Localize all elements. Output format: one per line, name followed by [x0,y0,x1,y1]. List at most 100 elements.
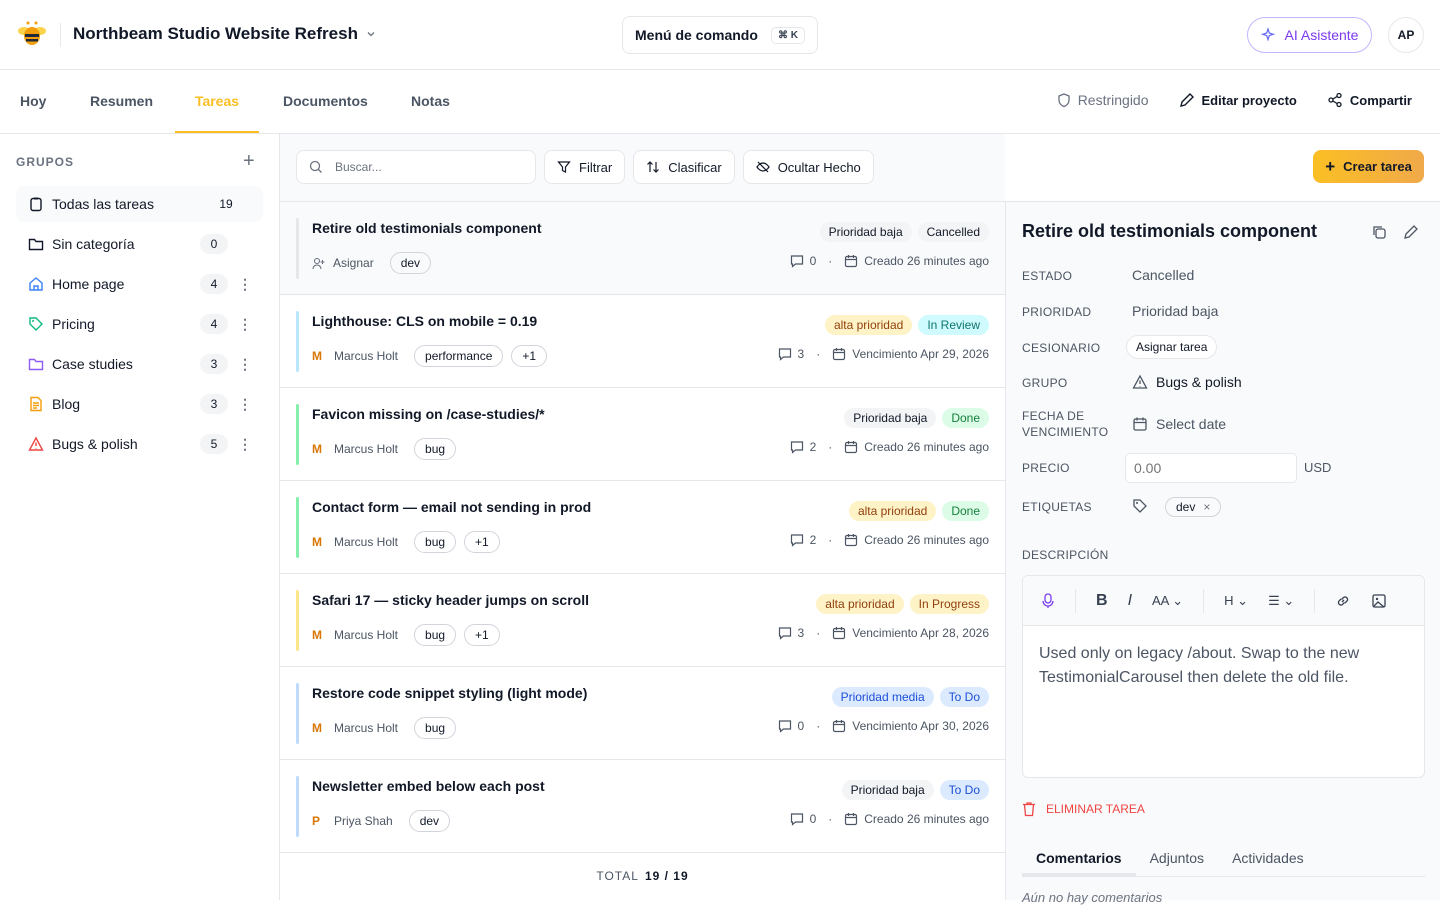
assignee-name[interactable]: Marcus Holt [334,721,399,735]
image-icon[interactable] [1371,593,1387,609]
calendar-icon [845,255,858,268]
tab-actividades[interactable]: Actividades [1232,850,1304,866]
assignee-name[interactable]: Asignar [333,256,374,270]
priority-badge: alta prioridad [824,315,913,335]
sidebar-item-pricing[interactable]: Pricing 4 ⋮ [16,306,263,342]
tab-tareas[interactable]: Tareas [175,70,259,133]
more-options-icon[interactable]: ⋮ [238,435,252,452]
priority-badge: alta prioridad [816,594,904,614]
tag-pill[interactable]: +1 [464,531,500,553]
tag-pill[interactable]: dev [408,810,451,832]
tag-pill[interactable]: bug [414,531,457,553]
delete-task-button[interactable]: ELIMINAR TAREA [1022,801,1145,817]
sidebar-item-todas-las-tareas[interactable]: Todas las tareas 19 [16,186,263,222]
tab-comentarios[interactable]: Comentarios [1022,842,1136,876]
description-editor[interactable]: B I AA ⌄ H ⌄ ☰ ⌄ Used only on legacy /ab… [1022,575,1425,778]
description-text[interactable]: Used only on legacy /about. Swap to the … [1039,645,1360,686]
task-row[interactable]: Restore code snippet styling (light mode… [280,666,1005,759]
detail-title: Retire old testimonials component [1022,221,1318,241]
share-button[interactable]: Compartir [1327,92,1412,108]
edit-project-button[interactable]: Editar proyecto [1179,92,1297,108]
create-task-label: Crear tarea [1343,159,1412,174]
tab-documentos[interactable]: Documentos [283,93,368,109]
sidebar-item-case-studies[interactable]: Case studies 3 ⋮ [16,346,263,382]
document-icon [30,396,42,412]
task-row[interactable]: Contact form — email not sending in prod… [280,480,1005,573]
chevron-down-icon[interactable] [366,29,376,39]
assignee-name[interactable]: Marcus Holt [334,442,399,456]
more-options-icon[interactable]: ⋮ [238,355,252,372]
hide-done-button[interactable]: Ocultar Hecho [742,150,874,184]
tab-hoy[interactable]: Hoy [20,93,47,109]
status-value[interactable]: Cancelled [1132,267,1195,283]
more-options-icon[interactable]: ⋮ [238,275,252,292]
more-options-icon[interactable]: ⋮ [238,315,252,332]
folder-open-icon [28,358,44,371]
tag-pill[interactable]: bug [414,717,457,739]
task-row[interactable]: Retire old testimonials component Priorid… [280,201,1005,294]
font-size-icon[interactable]: AA ⌄ [1152,592,1184,608]
tag-pill[interactable]: dev [389,252,432,274]
tag-pill[interactable]: +1 [511,345,548,367]
sidebar-item-blog[interactable]: Blog 3 ⋮ [16,386,263,422]
edit-icon[interactable] [1403,224,1419,240]
warning-icon [28,436,44,451]
tag-chip[interactable]: dev × [1165,497,1222,517]
link-icon[interactable] [1335,593,1351,609]
project-switcher[interactable]: Northbeam Studio Website Refresh [73,24,376,44]
filter-button[interactable]: Filtrar [544,150,626,184]
list-icon[interactable]: ☰ ⌄ [1268,592,1295,608]
search-input[interactable]: Buscar... [296,150,536,184]
status-badge: Done [942,501,989,521]
assignee-avatar: M [312,349,322,363]
bold-icon[interactable]: B [1096,591,1108,609]
sidebar-item-home-page[interactable]: Home page 4 ⋮ [16,266,263,302]
heading-icon[interactable]: H ⌄ [1224,592,1249,608]
ai-assistant-button[interactable]: AI Asistente [1247,17,1372,53]
tag-pill[interactable]: bug [414,438,457,460]
assign-task-button[interactable]: Asignar tarea [1126,335,1218,359]
copy-icon[interactable] [1371,224,1387,240]
italic-icon[interactable]: I [1127,591,1133,609]
assignee-name[interactable]: Marcus Holt [334,628,399,642]
command-menu-button[interactable]: Menú de comando ⌘ K [622,16,818,54]
tab-notas[interactable]: Notas [411,93,450,109]
price-input[interactable] [1125,453,1297,483]
tab-adjuntos[interactable]: Adjuntos [1149,850,1205,866]
calendar-icon [845,813,858,826]
create-task-button[interactable]: + Crear tarea [1313,150,1424,183]
more-options-icon[interactable]: ⋮ [238,395,252,412]
tab-resumen[interactable]: Resumen [90,93,154,109]
assignee-name[interactable]: Priya Shah [334,814,393,828]
sort-icon [647,161,660,173]
tag-pill[interactable]: +1 [464,624,500,646]
project-title[interactable]: Northbeam Studio Website Refresh [73,24,358,43]
total-footer: TOTAL 19 / 19 [280,852,1005,900]
assignee-name[interactable]: Marcus Holt [334,535,399,549]
calendar-icon [845,534,858,547]
sort-button[interactable]: Clasificar [633,150,735,184]
remove-tag-icon[interactable]: × [1203,500,1211,514]
sidebar-item-sin-categor-a[interactable]: Sin categoría 0 [16,226,263,262]
restricted-button[interactable]: Restringido [1057,92,1149,108]
group-value[interactable]: Bugs & polish [1132,374,1242,390]
sidebar-item-bugs-polish[interactable]: Bugs & polish 5 ⋮ [16,426,263,462]
detail-tabs: Comentarios Adjuntos Actividades [1022,842,1425,877]
user-avatar[interactable]: AP [1388,17,1424,53]
tag-icon [29,317,43,331]
divider [1075,588,1076,613]
task-row[interactable]: Lighthouse: CLS on mobile = 0.19 alta pri… [280,294,1005,387]
assignee-name[interactable]: Marcus Holt [334,349,399,363]
due-date-picker[interactable]: Select date [1132,416,1226,432]
delete-task-label: ELIMINAR TAREA [1046,802,1145,816]
task-row[interactable]: Safari 17 — sticky header jumps on scrol… [280,573,1005,666]
ai-label: AI Asistente [1284,27,1359,43]
priority-value[interactable]: Prioridad baja [1132,303,1219,319]
tag-pill[interactable]: performance [414,345,504,367]
task-row[interactable]: Favicon missing on /case-studies/* Priori… [280,387,1005,480]
microphone-icon[interactable] [1041,592,1055,609]
add-group-button[interactable]: + [243,150,255,172]
separator-dot: · [816,719,821,733]
tag-pill[interactable]: bug [414,624,457,646]
task-row[interactable]: Newsletter embed below each post Priorida… [280,759,1005,852]
